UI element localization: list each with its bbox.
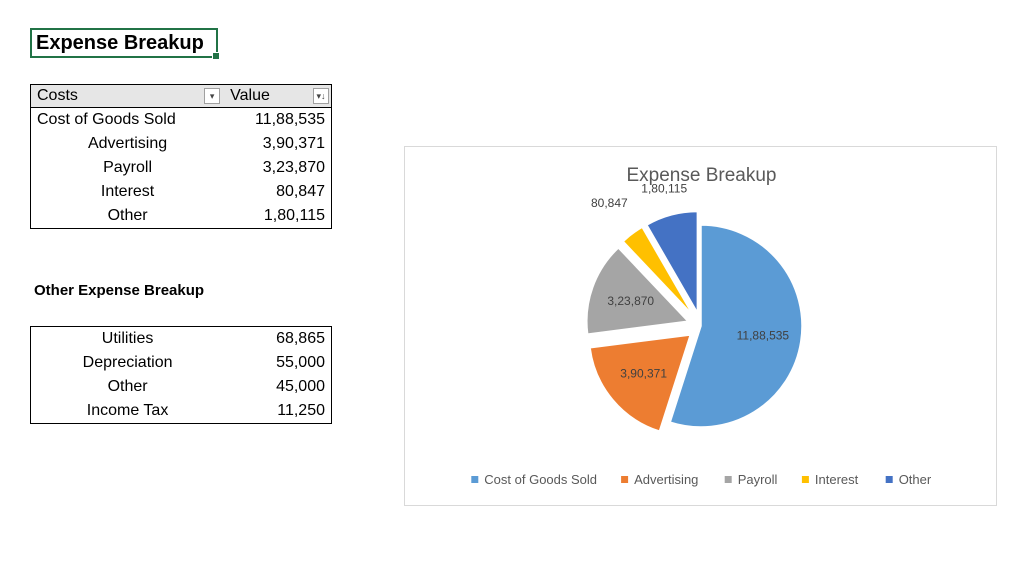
table-row: Utilities 68,865 [31, 327, 332, 352]
costs-header-label: Costs [37, 87, 78, 104]
row-label[interactable]: Advertising [87, 135, 168, 152]
row-label[interactable]: Other [107, 378, 148, 395]
pie-slice[interactable] [622, 226, 694, 316]
row-value[interactable]: 3,23,870 [262, 159, 325, 176]
row-label[interactable]: Cost of Goods Sold [37, 111, 176, 128]
pie-slice[interactable] [645, 210, 699, 316]
row-value[interactable]: 55,000 [276, 354, 325, 371]
legend-label: Interest [815, 472, 859, 487]
row-value[interactable]: 80,847 [276, 183, 325, 200]
legend-entry[interactable]: Payroll [724, 472, 778, 487]
row-label[interactable]: Payroll [103, 159, 153, 176]
table-row: Advertising 3,90,371 [31, 132, 332, 156]
value-header-label: Value [230, 87, 270, 104]
data-label: 80,847 [591, 196, 628, 210]
row-label[interactable]: Income Tax [86, 402, 169, 419]
row-label[interactable]: Depreciation [82, 354, 173, 371]
legend-label: Cost of Goods Sold [484, 472, 597, 487]
row-label[interactable]: Interest [100, 183, 155, 200]
pivot-header-row: Costs ▾ Value ▾↓ [30, 84, 332, 108]
title-cell-text: Expense Breakup [36, 32, 204, 54]
row-value[interactable]: 68,865 [276, 330, 325, 347]
pie-chart[interactable]: Expense Breakup 11,88,535 3,90,371 3,23,870… [404, 146, 997, 506]
legend-entry[interactable]: Advertising [621, 472, 698, 487]
pivot-table: Costs ▾ Value ▾↓ Cost of Goods Sold 11,8… [30, 84, 332, 229]
chart-title: Expense Breakup [627, 165, 777, 186]
row-value[interactable]: 11,250 [277, 402, 325, 419]
table-row: Depreciation 55,000 [31, 351, 332, 375]
data-label: 3,90,371 [620, 367, 667, 381]
fill-handle[interactable] [212, 52, 220, 60]
legend-entry[interactable]: Other [885, 472, 932, 487]
legend-label: Other [899, 472, 932, 487]
sort-descending-icon[interactable]: ▾↓ [313, 88, 329, 104]
filter-dropdown-icon[interactable]: ▾ [204, 88, 221, 104]
legend-swatch [885, 476, 893, 483]
legend-swatch [471, 476, 479, 483]
row-value[interactable]: 3,90,371 [262, 135, 325, 152]
table-row: Interest 80,847 [31, 180, 332, 204]
data-label: 3,23,870 [607, 294, 654, 308]
table-row: Other 45,000 [31, 375, 332, 399]
table-row: Income Tax 11,250 [31, 399, 332, 424]
pie-slice[interactable] [669, 224, 803, 428]
costs-header: Costs ▾ [30, 84, 225, 108]
legend-entry[interactable]: Interest [801, 472, 859, 487]
row-value[interactable]: 11,88,535 [255, 111, 325, 128]
title-cell[interactable]: Expense Breakup [30, 28, 220, 60]
table-row: Payroll 3,23,870 [31, 156, 332, 180]
legend-swatch [801, 476, 809, 483]
pie-slice[interactable] [586, 246, 690, 335]
pie-chart-svg: Expense Breakup 11,88,535 3,90,371 3,23,870… [471, 165, 932, 487]
row-label[interactable]: Other [107, 207, 148, 224]
row-value[interactable]: 1,80,115 [263, 207, 325, 224]
legend-label: Payroll [738, 472, 778, 487]
data-label: 11,88,535 [737, 329, 790, 343]
other-expense-heading[interactable]: Other Expense Breakup [34, 282, 205, 299]
legend-label: Advertising [634, 472, 698, 487]
table-row: Other 1,80,115 [31, 204, 332, 229]
row-value[interactable]: 45,000 [276, 378, 325, 395]
legend-swatch [621, 476, 629, 483]
value-header: Value ▾↓ [224, 84, 332, 108]
row-label[interactable]: Utilities [101, 330, 154, 347]
legend-entry[interactable]: Cost of Goods Sold [471, 472, 597, 487]
pie-slice[interactable] [589, 334, 692, 433]
legend-swatch [724, 476, 732, 483]
other-expense-table: Utilities 68,865 Depreciation 55,000 Oth… [30, 326, 332, 424]
data-label: 1,80,115 [641, 182, 687, 196]
table-row: Cost of Goods Sold 11,88,535 [31, 108, 332, 133]
